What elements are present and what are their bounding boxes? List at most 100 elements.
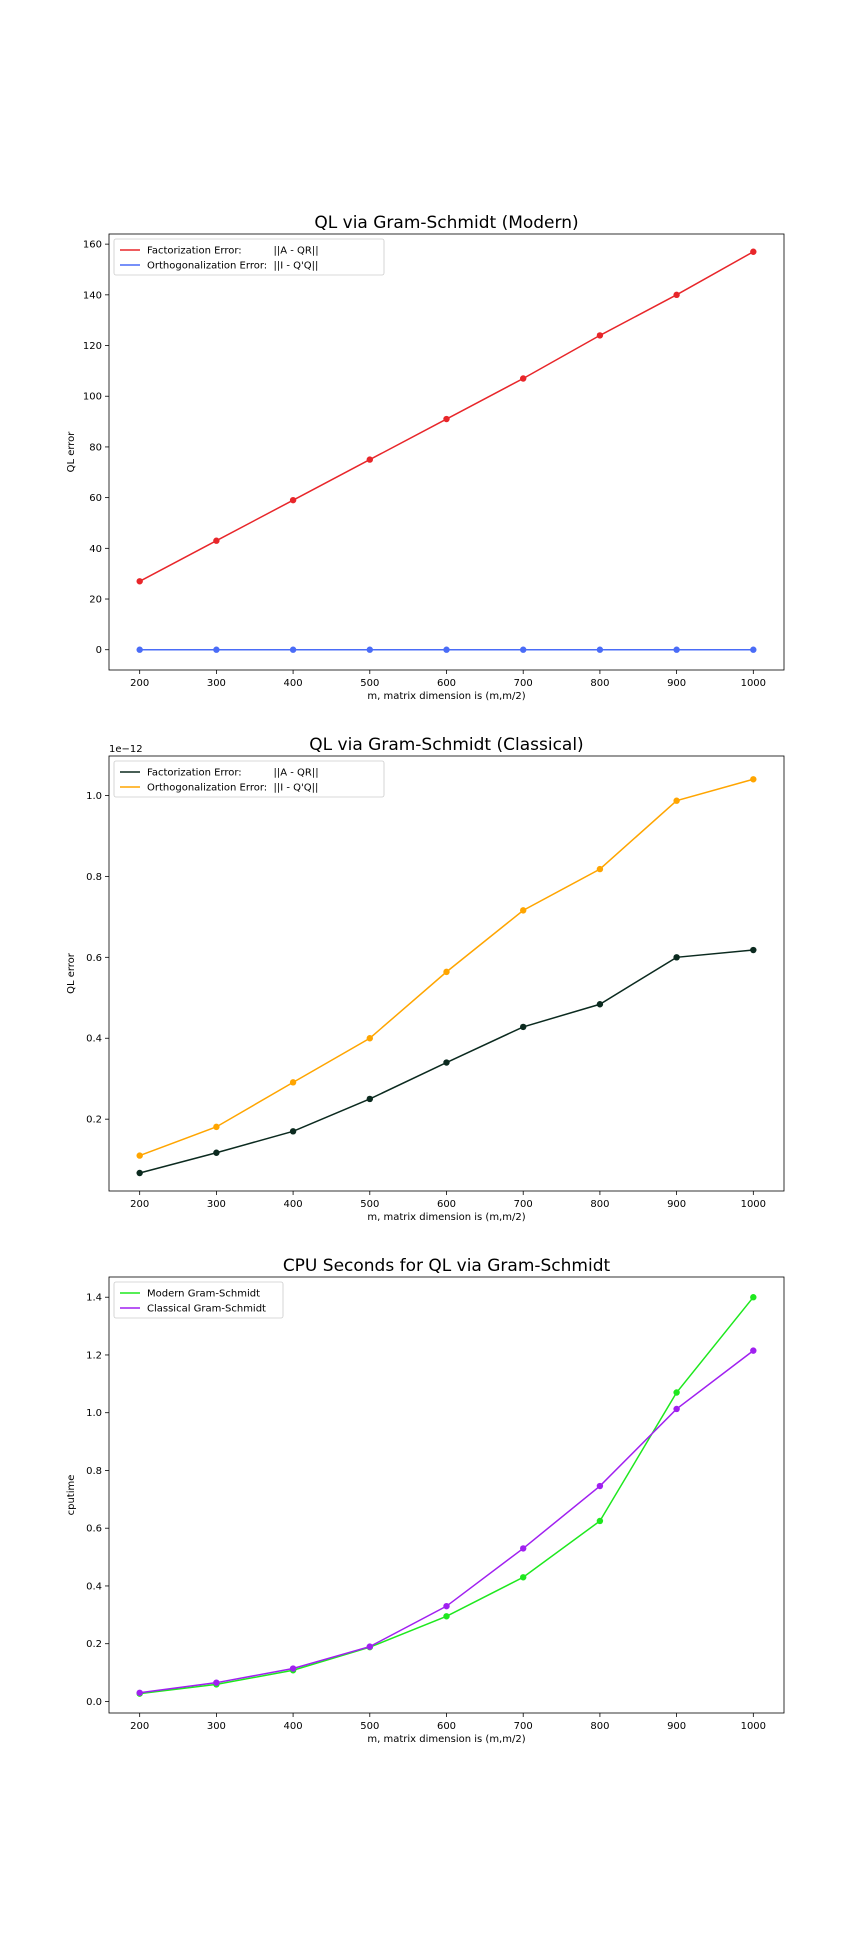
data-point (289, 1079, 297, 1086)
x-tick-label: 600 (437, 1721, 456, 1732)
y-tick-label: 60 (89, 493, 102, 504)
plot-frame (108, 1276, 785, 1714)
data-point (366, 1035, 373, 1042)
chart-title: QL via Gram-Schmidt (Modern) (314, 213, 578, 233)
data-point (596, 1482, 604, 1490)
y-tick-label: 0.2 (86, 1639, 102, 1650)
data-point (366, 646, 373, 653)
y-tick-label: 0.8 (86, 872, 102, 883)
data-point (520, 1574, 527, 1581)
y-tick-label: 100 (83, 392, 102, 403)
y-axis-label: QL error (66, 952, 77, 994)
chart-1: QL via Gram-Schmidt (Classical) 1e−12 200 3… (66, 735, 785, 1223)
x-tick-label: 800 (590, 1721, 609, 1732)
x-tick-label: 200 (130, 678, 149, 689)
y-tick-label: 0.2 (86, 1115, 102, 1126)
y-axis-label: cputime (66, 1475, 77, 1516)
data-point (213, 646, 220, 653)
y-axis-label: QL error (66, 431, 77, 473)
data-point (136, 1689, 143, 1696)
legend: Factorization Error: ||A - QR|| Orthogona… (113, 760, 385, 798)
data-point (750, 776, 757, 783)
chart-0: QL via Gram-Schmidt (Modern)200 300 400 500… (66, 213, 785, 702)
data-point (673, 954, 680, 961)
plot-frame (108, 233, 785, 671)
x-tick-label: 300 (207, 1199, 226, 1210)
x-axis-label: m, matrix dimension is (m,m/2) (367, 1212, 525, 1223)
data-point (366, 1643, 373, 1650)
data-point (136, 578, 143, 585)
data-point (366, 456, 373, 463)
legend-box (113, 1281, 284, 1319)
x-tick-label: 400 (284, 1199, 303, 1210)
x-axis-label: m, matrix dimension is (m,m/2) (367, 691, 525, 702)
data-point (673, 1405, 680, 1413)
data-point (443, 415, 450, 423)
y-tick-label: 160 (83, 240, 102, 251)
data-point (596, 646, 604, 653)
data-point (750, 946, 757, 954)
legend-label: Orthogonalization Error: ||I - Q'Q|| (147, 783, 318, 794)
y-tick-label: 0.6 (86, 1524, 102, 1535)
x-tick-label: 1000 (741, 1721, 766, 1732)
data-point (443, 646, 450, 653)
data-point (750, 646, 757, 653)
data-point (520, 1023, 527, 1031)
data-point (750, 248, 757, 255)
x-tick-label: 300 (207, 1721, 226, 1732)
data-point (136, 646, 143, 653)
legend-label: Modern Gram-Schmidt (147, 1289, 260, 1300)
plot-frame (108, 755, 785, 1192)
series-line (139, 1350, 754, 1694)
data-point (673, 291, 680, 299)
data-point (213, 1679, 220, 1686)
data-point (673, 797, 680, 804)
x-axis-label: m, matrix dimension is (m,m/2) (367, 1734, 525, 1745)
data-point (750, 1294, 757, 1301)
y-tick-label: 1.4 (86, 1293, 102, 1304)
data-point (136, 1152, 143, 1159)
x-tick-label: 1000 (741, 678, 766, 689)
y-tick-label: 1.0 (86, 791, 102, 802)
y-tick-label: 1.0 (86, 1408, 102, 1419)
data-point (289, 496, 297, 504)
x-tick-label: 300 (207, 678, 226, 689)
data-point (289, 1665, 297, 1672)
y-tick-label: 140 (83, 290, 102, 301)
data-point (520, 1545, 527, 1552)
x-tick-label: 700 (514, 1721, 533, 1732)
x-tick-label: 700 (514, 678, 533, 689)
x-tick-label: 900 (667, 1199, 686, 1210)
data-point (443, 1059, 450, 1066)
y-tick-label: 0.8 (86, 1466, 102, 1477)
legend-label: Factorization Error: ||A - QR|| (147, 246, 319, 257)
legend-box (113, 760, 385, 798)
y-tick-label: 0.0 (86, 1697, 102, 1708)
x-tick-label: 500 (360, 1721, 379, 1732)
x-tick-label: 800 (590, 1199, 609, 1210)
data-point (673, 646, 680, 653)
y-tick-label: 120 (83, 341, 102, 352)
data-point (213, 1123, 220, 1131)
x-tick-label: 600 (437, 1199, 456, 1210)
x-tick-label: 800 (590, 678, 609, 689)
y-tick-label: 20 (89, 595, 102, 606)
data-point (289, 1128, 297, 1135)
data-point (596, 1001, 604, 1008)
data-point (443, 1613, 450, 1620)
x-tick-label: 900 (667, 678, 686, 689)
y-tick-label: 0.4 (86, 1034, 102, 1045)
chart-2: CPU Seconds for QL via Gram-Schmidt 200 30… (66, 1256, 785, 1745)
x-tick-label: 400 (284, 1721, 303, 1732)
data-point (596, 332, 604, 339)
x-tick-label: 500 (360, 1199, 379, 1210)
series-line (139, 1296, 754, 1695)
legend-label: Classical Gram-Schmidt (147, 1304, 266, 1315)
y-tick-label: 1.2 (86, 1350, 102, 1361)
legend-box (113, 238, 385, 276)
data-point (673, 1389, 680, 1396)
data-point (366, 1095, 373, 1103)
legend: Factorization Error: ||A - QR|| Orthogona… (113, 238, 385, 276)
y-tick-label: 40 (89, 544, 102, 555)
